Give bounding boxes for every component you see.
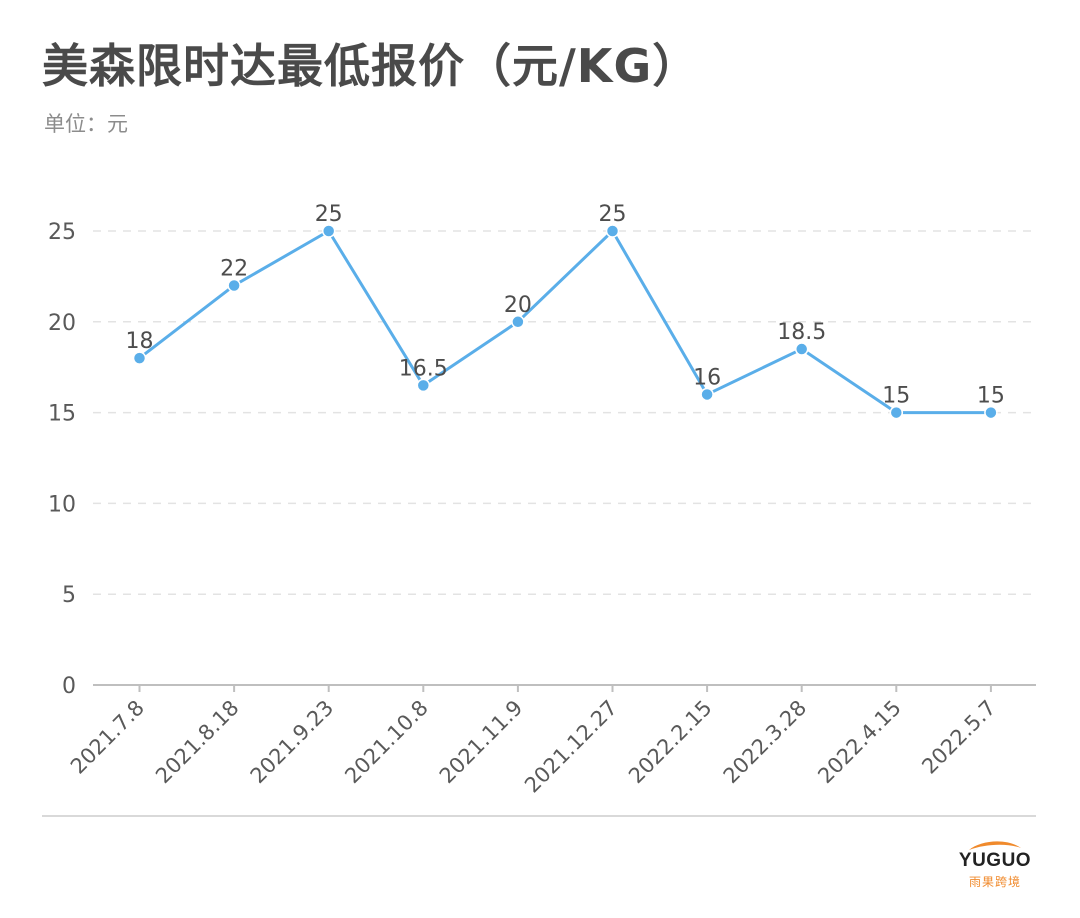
x-tick-label: 2022.5.7 bbox=[917, 696, 1000, 779]
x-tick-label: 2021.8.18 bbox=[151, 696, 244, 789]
x-tick-label: 2022.4.15 bbox=[813, 696, 906, 789]
data-point-marker[interactable] bbox=[227, 278, 241, 293]
y-tick-label: 20 bbox=[48, 311, 76, 336]
y-tick-label: 0 bbox=[62, 674, 76, 699]
y-tick-label: 5 bbox=[62, 583, 76, 608]
data-point-marker[interactable] bbox=[132, 351, 147, 365]
x-tick-label: 2022.2.15 bbox=[624, 696, 717, 789]
data-point-marker[interactable] bbox=[605, 224, 620, 238]
data-label: 15 bbox=[977, 384, 1005, 409]
data-label: 25 bbox=[315, 202, 343, 227]
data-point-marker[interactable] bbox=[700, 387, 714, 402]
data-label: 16 bbox=[693, 365, 721, 390]
x-tick-label: 2021.12.27 bbox=[520, 696, 622, 798]
yuguo-logo: YUGUO 雨果跨境 bbox=[955, 838, 1035, 893]
footer-divider bbox=[42, 815, 1036, 817]
data-label: 18.5 bbox=[777, 320, 826, 345]
data-point-marker[interactable] bbox=[984, 405, 998, 420]
data-label: 20 bbox=[504, 293, 532, 318]
y-axis-ticks: 0 5 10 15 20 25 bbox=[48, 220, 76, 699]
data-label: 25 bbox=[599, 202, 627, 227]
unit-label: 单位：元 bbox=[44, 112, 128, 136]
x-tick-label: 2021.9.23 bbox=[246, 696, 339, 789]
data-point-marker[interactable] bbox=[889, 405, 904, 420]
logo-arc-icon bbox=[969, 841, 1021, 850]
data-markers bbox=[132, 224, 998, 420]
y-tick-label: 15 bbox=[48, 402, 76, 427]
series-line bbox=[138, 229, 991, 415]
x-axis bbox=[93, 684, 1036, 692]
data-point-marker[interactable] bbox=[321, 224, 336, 238]
x-tick-label: 2021.11.9 bbox=[435, 696, 528, 789]
x-axis-labels: 2021.7.8 2021.8.18 2021.9.23 2021.10.8 2021.… bbox=[66, 696, 1000, 798]
data-point-marker[interactable] bbox=[416, 378, 431, 393]
data-point-marker[interactable] bbox=[511, 315, 525, 329]
logo-wordmark: YUGUO bbox=[958, 850, 1032, 871]
x-tick-label: 2021.7.8 bbox=[66, 696, 149, 779]
x-tick-label: 2022.3.28 bbox=[719, 696, 812, 789]
data-label: 22 bbox=[220, 256, 248, 281]
y-tick-label: 25 bbox=[48, 220, 76, 245]
data-label: 15 bbox=[882, 384, 910, 409]
y-tick-label: 10 bbox=[48, 492, 76, 517]
data-label: 16.5 bbox=[399, 356, 448, 381]
data-label: 18 bbox=[126, 329, 154, 354]
data-labels: 18 22 25 16.5 20 25 16 18.5 15 15 bbox=[126, 202, 1005, 409]
chart-title: 美森限时达最低报价（元/KG） bbox=[42, 39, 700, 93]
x-tick-label: 2021.10.8 bbox=[340, 696, 433, 789]
data-point-marker[interactable] bbox=[794, 342, 809, 356]
grid-lines bbox=[93, 230, 1036, 595]
logo-subtitle: 雨果跨境 bbox=[968, 875, 1021, 889]
